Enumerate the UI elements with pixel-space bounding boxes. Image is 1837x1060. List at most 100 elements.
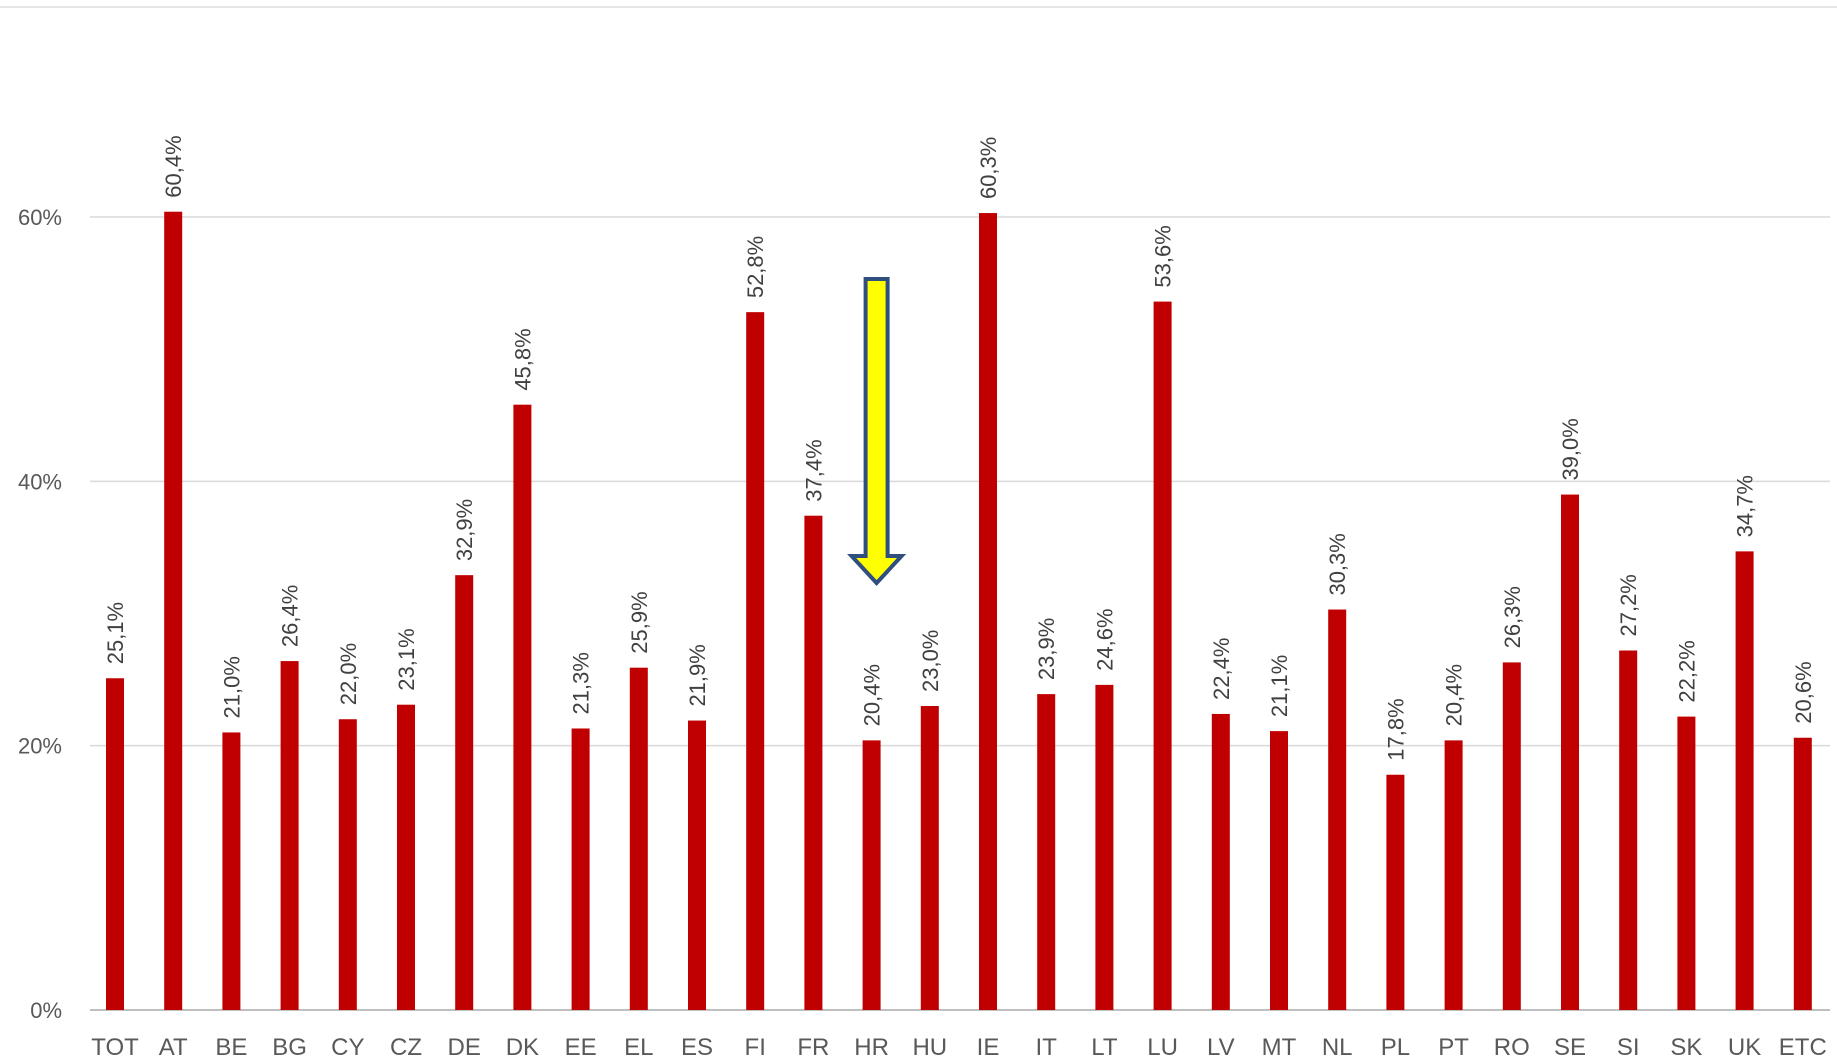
data-label: 23,9% [1034, 618, 1059, 680]
data-label: 25,9% [627, 591, 652, 653]
bar [280, 661, 299, 1010]
bar [1793, 737, 1812, 1010]
bar [629, 667, 648, 1010]
category-label: IT [1036, 1034, 1058, 1060]
data-label: 21,3% [569, 652, 594, 714]
bar [1735, 551, 1754, 1010]
data-label: 60,3% [976, 137, 1001, 199]
bar [1037, 694, 1056, 1010]
category-label: BG [272, 1034, 307, 1060]
data-label: 37,4% [801, 439, 826, 501]
data-label: 52,8% [743, 236, 768, 298]
bar [1444, 740, 1463, 1010]
bar [862, 740, 881, 1010]
category-label: PL [1381, 1034, 1410, 1060]
data-label: 26,3% [1500, 586, 1525, 648]
category-label: LV [1207, 1034, 1235, 1060]
category-label: EL [624, 1034, 653, 1060]
data-label: 20,6% [1791, 661, 1816, 723]
category-label: SI [1617, 1034, 1640, 1060]
category-label: DK [506, 1034, 539, 1060]
data-label: 39,0% [1558, 418, 1583, 480]
data-label: 22,4% [1209, 638, 1234, 700]
bar [1153, 301, 1172, 1010]
y-axis-ticks: 0% 20% 40% 60% [18, 205, 62, 1023]
bar [688, 720, 706, 1010]
bar [979, 213, 997, 1010]
highlight-arrow [847, 277, 907, 586]
category-label: SE [1554, 1034, 1586, 1060]
data-label: 22,2% [1674, 640, 1699, 702]
bar [1561, 494, 1579, 1010]
category-label: PT [1438, 1034, 1469, 1060]
category-label: FI [745, 1034, 766, 1060]
bar [106, 678, 124, 1010]
y-tick-label: 20% [18, 734, 62, 759]
bar [1095, 684, 1114, 1010]
category-label: IE [977, 1034, 1000, 1060]
category-label: LU [1147, 1034, 1178, 1060]
category-label: HU [912, 1034, 947, 1060]
bar [513, 404, 532, 1011]
bar [571, 728, 590, 1010]
category-label: BE [215, 1034, 247, 1060]
category-label: HR [854, 1034, 889, 1060]
data-label: 23,0% [918, 630, 943, 692]
category-label: UK [1728, 1034, 1761, 1060]
category-label: CY [331, 1034, 364, 1060]
bar [1328, 609, 1347, 1010]
y-tick-label: 0% [30, 998, 62, 1023]
data-label: 30,3% [1325, 533, 1350, 595]
category-label: FR [797, 1034, 829, 1060]
bar [746, 312, 765, 1010]
category-label: ES [681, 1034, 713, 1060]
category-label: DE [448, 1034, 481, 1060]
bar [1270, 731, 1288, 1010]
bar [164, 211, 183, 1011]
data-label: 45,8% [510, 328, 535, 390]
bar [1502, 662, 1521, 1010]
category-label: AT [159, 1034, 188, 1060]
data-label: 34,7% [1733, 475, 1758, 537]
y-tick-label: 40% [18, 469, 62, 494]
gridlines [90, 216, 1830, 1011]
bars [106, 211, 1812, 1011]
data-label: 21,0% [219, 656, 244, 718]
data-label: 32,9% [452, 499, 477, 561]
top-border-line [0, 6, 1837, 8]
bar [455, 575, 474, 1010]
bar [1211, 713, 1230, 1010]
bar [804, 515, 823, 1010]
category-label: SK [1670, 1034, 1702, 1060]
data-label: 21,1% [1267, 655, 1292, 717]
data-label: 27,2% [1616, 574, 1641, 636]
category-label: NL [1322, 1034, 1353, 1060]
category-label: MT [1262, 1034, 1297, 1060]
data-label: 23,1% [394, 628, 419, 690]
bar [397, 704, 415, 1010]
bar [1619, 650, 1638, 1010]
highlight-arrow-group [847, 277, 907, 586]
data-label: 22,0% [336, 643, 361, 705]
data-label: 26,4% [278, 585, 303, 647]
data-label: 20,4% [860, 664, 885, 726]
category-label: LT [1091, 1034, 1118, 1060]
category-label: EE [565, 1034, 597, 1060]
data-label: 25,1% [103, 602, 128, 664]
data-label: 20,4% [1442, 664, 1467, 726]
data-label: 53,6% [1151, 225, 1176, 287]
bar [920, 706, 939, 1010]
data-label: 24,6% [1092, 608, 1117, 670]
x-axis-categories: TOT AT BE BG CY CZ DE DK EE EL ES FI FR HR HU IE IT LT LU L… [91, 1034, 1827, 1060]
y-tick-label: 60% [18, 205, 62, 230]
category-label: TOT [91, 1034, 139, 1060]
bar [222, 732, 241, 1010]
category-label: ETC [1779, 1034, 1827, 1060]
data-label: 21,9% [685, 644, 710, 706]
bar [1386, 774, 1405, 1010]
data-label: 17,8% [1383, 698, 1408, 760]
bar [338, 719, 357, 1010]
category-label: CZ [390, 1034, 422, 1060]
category-label: RO [1494, 1034, 1530, 1060]
